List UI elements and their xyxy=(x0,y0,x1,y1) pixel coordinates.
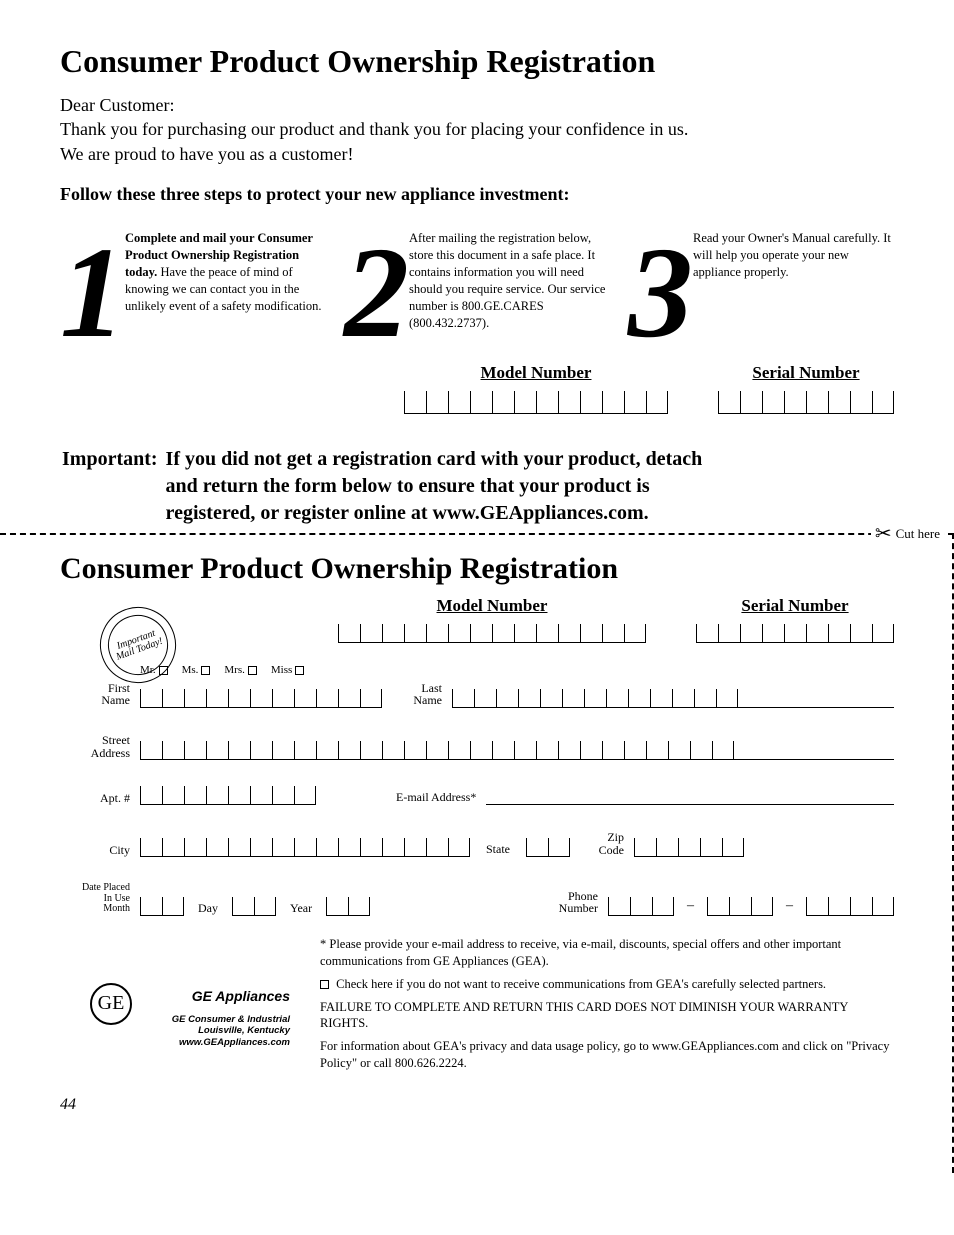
city-state-zip-row: City State ZipCode xyxy=(60,831,894,857)
cut-here-label: Cut here xyxy=(896,525,940,543)
page-title: Consumer Product Ownership Registration xyxy=(60,40,894,83)
sal-miss[interactable]: Miss xyxy=(271,663,304,678)
date-phone-row: Date PlacedIn UseMonth Day Year PhoneNum… xyxy=(60,883,894,916)
form-model-label: Model Number xyxy=(338,595,646,618)
cut-line-wrap: ✂ Cut here xyxy=(60,533,954,535)
step-3-text: Read your Owner's Manual carefully. It w… xyxy=(693,220,894,281)
sal-mrs[interactable]: Mrs. xyxy=(224,663,256,678)
intro-line2: We are proud to have you as a customer! xyxy=(60,142,894,166)
date-label: Date PlacedIn UseMonth xyxy=(60,883,130,916)
step-2-number: 2 xyxy=(344,238,403,349)
scissors-glyph: ✂ xyxy=(875,521,892,548)
form-model-serial-row: Model Number Serial Number xyxy=(60,595,894,643)
form-title: Consumer Product Ownership Registration xyxy=(60,549,894,590)
month-boxes[interactable] xyxy=(140,897,184,916)
privacy-note: For information about GEA's privacy and … xyxy=(320,1038,894,1072)
model-number-boxes[interactable] xyxy=(404,391,668,414)
year-label: Year xyxy=(286,900,316,916)
apt-boxes[interactable] xyxy=(140,786,316,805)
checkbox-icon[interactable] xyxy=(248,666,257,675)
step-1-text: Complete and mail your Consumer Product … xyxy=(125,220,326,314)
ge-monogram-icon: GE xyxy=(90,983,132,1025)
intro-block: Dear Customer: Thank you for purchasing … xyxy=(60,93,894,166)
form-model-field: Model Number xyxy=(338,595,646,643)
street-row: StreetAddress xyxy=(60,734,894,760)
checkbox-icon[interactable] xyxy=(295,666,304,675)
page-number: 44 xyxy=(60,1094,894,1116)
checkbox-icon[interactable] xyxy=(201,666,210,675)
name-row: FirstName LastName xyxy=(60,682,894,708)
ge-addr3: www.GEAppliances.com xyxy=(90,1037,290,1048)
serial-number-boxes[interactable] xyxy=(718,391,894,414)
form-model-boxes[interactable] xyxy=(338,624,646,643)
zip-boxes[interactable] xyxy=(634,838,744,857)
phone-c-boxes[interactable] xyxy=(806,897,894,916)
zip-label: ZipCode xyxy=(580,831,624,857)
important-body: If you did not get a registration card w… xyxy=(166,446,726,527)
city-label: City xyxy=(60,844,130,858)
email-line[interactable] xyxy=(486,789,894,805)
intro-line1: Thank you for purchasing our product and… xyxy=(60,117,894,141)
dash-icon: – xyxy=(783,897,796,916)
state-label: State xyxy=(480,841,516,857)
dash-icon: – xyxy=(684,897,697,916)
optout-line: Check here if you do not want to receive… xyxy=(320,976,894,993)
city-boxes[interactable] xyxy=(140,838,470,857)
email-label: E-mail Address* xyxy=(396,789,476,805)
state-boxes[interactable] xyxy=(526,838,570,857)
email-footnote: * Please provide your e-mail address to … xyxy=(320,936,894,970)
sal-ms[interactable]: Ms. xyxy=(182,663,211,678)
ge-addr2: Louisville, Kentucky xyxy=(90,1025,290,1036)
step-3-number: 3 xyxy=(628,238,687,349)
street-label: StreetAddress xyxy=(60,734,130,760)
stamp-text: Important Mail Today! xyxy=(100,607,177,684)
phone-a-boxes[interactable] xyxy=(608,897,674,916)
step-1: 1 Complete and mail your Consumer Produc… xyxy=(60,220,326,331)
sal-miss-label: Miss xyxy=(271,663,292,678)
important-notice: Important: If you did not get a registra… xyxy=(60,444,894,529)
step-2: 2 After mailing the registration below, … xyxy=(344,220,610,331)
serial-number-label: Serial Number xyxy=(718,362,894,385)
steps-row: 1 Complete and mail your Consumer Produc… xyxy=(60,220,894,331)
first-name-boxes[interactable] xyxy=(140,689,382,708)
last-name-label: LastName xyxy=(392,682,442,708)
optout-text: Check here if you do not want to receive… xyxy=(336,977,826,991)
sal-ms-label: Ms. xyxy=(182,663,199,678)
day-label: Day xyxy=(194,900,222,916)
registration-form: Important Mail Today! Model Number Seria… xyxy=(60,595,894,1088)
apt-label: Apt. # xyxy=(60,792,130,806)
phone-label: PhoneNumber xyxy=(542,890,598,916)
form-serial-label: Serial Number xyxy=(696,595,894,618)
apt-email-row: Apt. # E-mail Address* xyxy=(60,786,894,805)
phone-b-boxes[interactable] xyxy=(707,897,773,916)
important-lead: Important: xyxy=(62,448,158,470)
form-serial-boxes[interactable] xyxy=(696,624,894,643)
cut-dashed-line xyxy=(0,533,954,535)
step-3: 3 Read your Owner's Manual carefully. It… xyxy=(628,220,894,331)
footnotes: * Please provide your e-mail address to … xyxy=(320,936,894,1072)
street-boxes[interactable] xyxy=(140,741,894,760)
sal-mrs-label: Mrs. xyxy=(224,663,244,678)
step-2-text: After mailing the registration below, st… xyxy=(409,220,610,331)
first-name-label: FirstName xyxy=(60,682,130,708)
scissors-icon: ✂ Cut here xyxy=(871,521,944,548)
ge-logo-block: GE GE Appliances GE Consumer & Industria… xyxy=(90,987,290,1048)
form-serial-field: Serial Number xyxy=(696,595,894,643)
warranty-note: FAILURE TO COMPLETE AND RETURN THIS CARD… xyxy=(320,999,894,1033)
step-1-number: 1 xyxy=(60,238,119,349)
serial-number-field: Serial Number xyxy=(718,362,894,414)
follow-heading: Follow these three steps to protect your… xyxy=(60,182,894,206)
model-number-field: Model Number xyxy=(404,362,668,414)
day-boxes[interactable] xyxy=(232,897,276,916)
last-name-boxes[interactable] xyxy=(452,689,894,708)
year-boxes[interactable] xyxy=(326,897,370,916)
salutation-row: Mr. Ms. Mrs. Miss xyxy=(140,663,894,678)
model-number-label: Model Number xyxy=(404,362,668,385)
optout-checkbox[interactable] xyxy=(320,980,329,989)
model-serial-row: Model Number Serial Number xyxy=(60,362,894,414)
intro-greeting: Dear Customer: xyxy=(60,93,894,117)
